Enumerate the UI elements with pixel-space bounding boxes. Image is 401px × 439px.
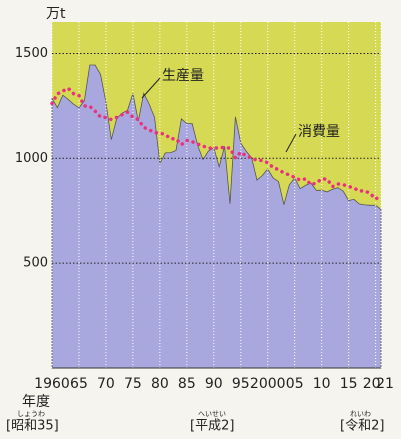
leader-line	[141, 77, 161, 99]
x-tick-label: 21	[376, 376, 394, 392]
era-ruby: しょうわ	[17, 410, 45, 418]
x-tick-label: 2000	[250, 376, 286, 392]
production-area	[51, 64, 382, 369]
x-tick-label: 15	[340, 376, 358, 392]
x-tick-label: 05	[286, 376, 304, 392]
x-tick-label: 1960	[34, 376, 70, 392]
x-axis-label: 年度	[22, 394, 50, 410]
era-label: [平成2]	[190, 419, 234, 434]
y-tick-label: 500	[23, 256, 48, 271]
x-tick-label: 90	[205, 376, 223, 392]
x-tick-label: 95	[232, 376, 250, 392]
era-ruby: れいわ	[350, 410, 371, 418]
y-tick-label: 1000	[15, 151, 48, 166]
y-tick-label: 1500	[15, 46, 48, 61]
x-tick-label: 80	[151, 376, 169, 392]
series-label: 消費量	[298, 124, 340, 140]
x-tick-label: 70	[97, 376, 115, 392]
y-unit: 万t	[46, 6, 66, 22]
x-tick-label: 10	[313, 376, 331, 392]
x-tick-label: 20	[363, 376, 381, 392]
era-label: [昭和35]	[6, 419, 59, 434]
x-tick-label: 65	[70, 376, 88, 392]
era-ruby: へいせい	[198, 410, 226, 418]
x-tick-label: 75	[124, 376, 142, 392]
x-tick-label: 85	[178, 376, 196, 392]
era-label: [令和2]	[340, 419, 384, 434]
consumption-line	[50, 86, 383, 202]
leader-line	[285, 133, 297, 153]
series-label: 生産量	[162, 68, 204, 84]
